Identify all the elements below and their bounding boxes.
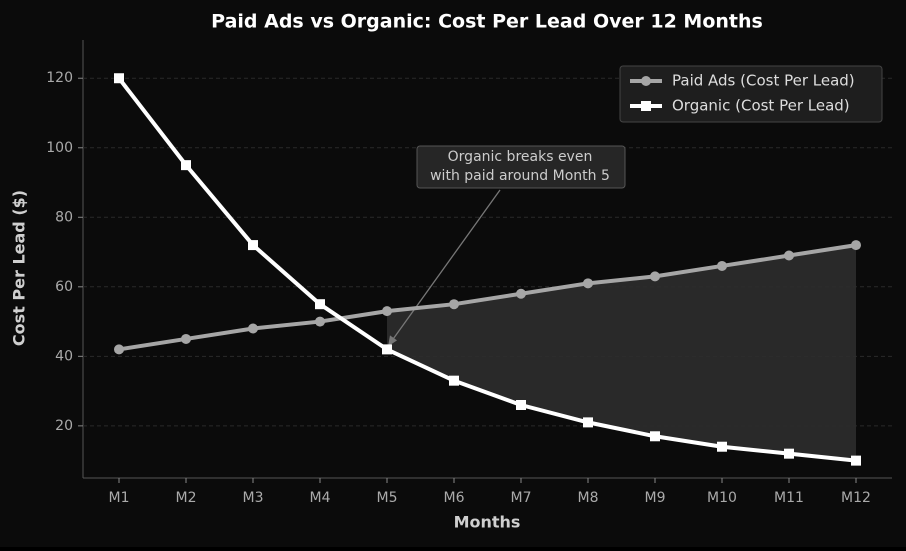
point bbox=[248, 240, 258, 251]
point bbox=[851, 240, 861, 251]
point bbox=[650, 271, 660, 282]
y-tick-label: 100 bbox=[46, 140, 73, 156]
x-tick-label: M10 bbox=[707, 490, 737, 506]
legend-label: Organic (Cost Per Lead) bbox=[672, 97, 850, 115]
x-tick-label: M1 bbox=[109, 490, 130, 506]
point bbox=[181, 160, 191, 171]
annotation-text: with paid around Month 5 bbox=[430, 168, 610, 184]
x-tick-label: M2 bbox=[176, 490, 197, 506]
annotation-arrow bbox=[389, 189, 501, 344]
legend-label: Paid Ads (Cost Per Lead) bbox=[672, 72, 855, 90]
annotation-text: Organic breaks even bbox=[448, 149, 593, 165]
chart-title: Paid Ads vs Organic: Cost Per Lead Over … bbox=[211, 11, 763, 33]
x-tick-label: M11 bbox=[774, 490, 804, 506]
savings-area bbox=[387, 245, 856, 461]
point bbox=[516, 288, 526, 299]
annotation-arrowhead bbox=[388, 335, 397, 347]
annotation-box bbox=[416, 145, 626, 189]
point bbox=[449, 299, 459, 310]
point bbox=[315, 299, 325, 310]
y-tick-label: 40 bbox=[55, 348, 73, 364]
x-axis-label: Months bbox=[454, 513, 521, 532]
point bbox=[181, 333, 191, 344]
point bbox=[248, 323, 258, 334]
x-tick-label: M3 bbox=[243, 490, 264, 506]
y-axis-label: Cost Per Lead ($) bbox=[10, 190, 29, 346]
x-tick-label: M5 bbox=[377, 490, 398, 506]
point bbox=[851, 455, 861, 466]
y-tick-label: 120 bbox=[46, 70, 73, 86]
point bbox=[382, 306, 392, 317]
series-line bbox=[118, 243, 857, 352]
point bbox=[650, 431, 660, 442]
point bbox=[449, 375, 459, 386]
series-line bbox=[117, 77, 857, 463]
point bbox=[784, 250, 794, 261]
point bbox=[717, 260, 727, 271]
y-tick-label: 20 bbox=[55, 418, 73, 434]
point bbox=[315, 316, 325, 327]
point bbox=[784, 448, 794, 459]
y-tick-label: 60 bbox=[55, 279, 73, 295]
point bbox=[516, 400, 526, 410]
x-tick-label: M7 bbox=[511, 490, 532, 506]
point bbox=[717, 441, 727, 452]
point bbox=[382, 344, 392, 355]
legend-marker bbox=[641, 76, 651, 86]
x-tick-label: M6 bbox=[444, 490, 465, 506]
legend-box bbox=[619, 65, 883, 123]
point bbox=[583, 278, 593, 289]
point bbox=[114, 73, 124, 84]
x-tick-label: M8 bbox=[578, 490, 599, 506]
x-tick-label: M12 bbox=[841, 490, 871, 506]
x-tick-label: M4 bbox=[310, 490, 331, 506]
point bbox=[583, 417, 593, 428]
y-tick-label: 80 bbox=[55, 209, 73, 225]
point bbox=[114, 344, 124, 355]
legend-marker bbox=[641, 101, 651, 111]
x-tick-label: M9 bbox=[645, 490, 666, 506]
